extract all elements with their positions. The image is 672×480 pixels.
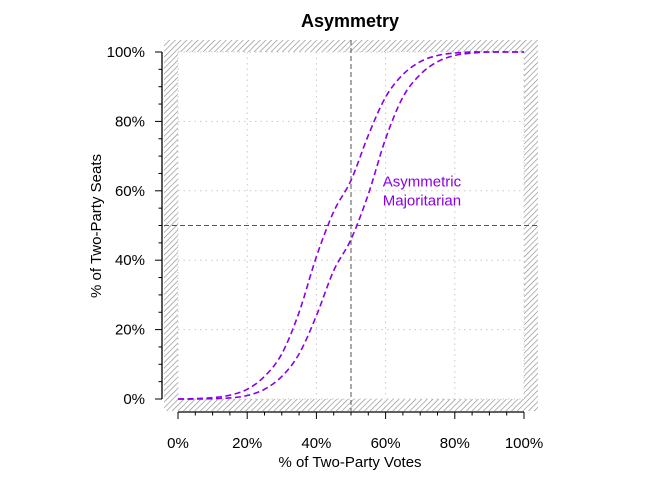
- plot-frame: [164, 40, 538, 411]
- x-tick-label-0: 0%: [167, 435, 189, 452]
- y-tick-label-1: 20%: [115, 322, 145, 339]
- left-hatched-band: [164, 40, 178, 411]
- y-tick-label-0: 0%: [123, 391, 145, 408]
- y-tick-label-2: 40%: [115, 252, 145, 269]
- x-axis-label: % of Two-Party Votes: [278, 454, 421, 471]
- series-layer: [177, 51, 524, 400]
- annotation-line-2: Majoritarian: [383, 192, 461, 209]
- x-tick-label-3: 60%: [371, 435, 401, 452]
- series-line-1: [177, 51, 524, 400]
- top-hatched-band: [164, 40, 538, 52]
- series-line-2: [177, 51, 524, 400]
- x-tick-label-5: 100%: [505, 435, 543, 452]
- right-hatched-band: [524, 40, 538, 411]
- chart-title: Asymmetry: [301, 11, 399, 31]
- reference-lines: [164, 40, 538, 411]
- x-tick-label-1: 20%: [232, 435, 262, 452]
- axes: 0% 20% 40% 60% 80% 100% 0% 20% 40% 60% 80% 100%: [107, 44, 544, 452]
- annotation-line-1: Asymmetric: [383, 173, 462, 190]
- y-tick-label-3: 60%: [115, 183, 145, 200]
- y-axis-label: % of Two-Party Seats: [88, 154, 105, 298]
- y-tick-label-5: 100%: [107, 44, 145, 61]
- y-tick-label-4: 80%: [115, 113, 145, 130]
- x-tick-label-4: 80%: [440, 435, 470, 452]
- x-tick-label-2: 40%: [301, 435, 331, 452]
